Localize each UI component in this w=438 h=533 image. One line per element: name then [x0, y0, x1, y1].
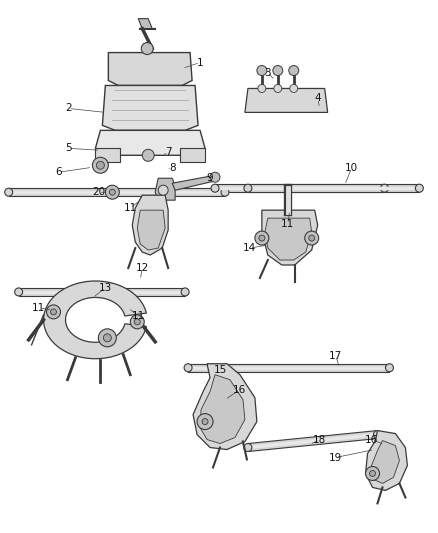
Circle shape — [257, 66, 267, 76]
Text: 9: 9 — [207, 173, 213, 183]
Circle shape — [273, 66, 283, 76]
Text: 3: 3 — [265, 68, 271, 77]
Circle shape — [290, 84, 298, 92]
Text: 17: 17 — [329, 351, 342, 361]
Circle shape — [46, 305, 60, 319]
Polygon shape — [248, 184, 419, 192]
Circle shape — [211, 184, 219, 192]
Circle shape — [381, 184, 389, 192]
Circle shape — [130, 315, 144, 329]
Circle shape — [50, 309, 57, 315]
Circle shape — [244, 184, 252, 192]
Text: 11: 11 — [124, 203, 137, 213]
Text: 14: 14 — [243, 243, 257, 253]
Text: 11: 11 — [281, 219, 294, 229]
Text: 5: 5 — [65, 143, 72, 154]
Polygon shape — [262, 210, 318, 265]
Text: 4: 4 — [314, 93, 321, 103]
Polygon shape — [9, 188, 225, 196]
Circle shape — [103, 334, 111, 342]
Polygon shape — [95, 131, 205, 155]
Circle shape — [309, 235, 314, 241]
Text: 16: 16 — [365, 434, 378, 445]
Polygon shape — [188, 364, 389, 372]
Circle shape — [134, 319, 140, 325]
Polygon shape — [180, 148, 205, 162]
Circle shape — [197, 414, 213, 430]
Circle shape — [385, 364, 393, 372]
Polygon shape — [19, 288, 185, 296]
Circle shape — [370, 471, 375, 477]
Text: 19: 19 — [329, 453, 342, 463]
Circle shape — [258, 84, 266, 92]
Circle shape — [184, 364, 192, 372]
Circle shape — [142, 149, 154, 161]
Polygon shape — [193, 364, 257, 449]
Polygon shape — [44, 281, 146, 359]
Text: 16: 16 — [233, 385, 247, 394]
Text: 15: 15 — [213, 365, 226, 375]
Polygon shape — [265, 218, 312, 260]
Circle shape — [374, 431, 381, 439]
Circle shape — [181, 288, 189, 296]
Circle shape — [141, 43, 153, 54]
Circle shape — [255, 231, 269, 245]
Circle shape — [96, 161, 104, 169]
Circle shape — [14, 288, 23, 296]
Polygon shape — [245, 88, 328, 112]
Polygon shape — [155, 178, 175, 200]
Polygon shape — [137, 210, 165, 250]
Polygon shape — [247, 431, 378, 451]
Circle shape — [92, 157, 108, 173]
Text: 2: 2 — [65, 103, 72, 114]
Polygon shape — [102, 85, 198, 131]
Polygon shape — [95, 148, 120, 162]
Circle shape — [158, 185, 168, 195]
Circle shape — [221, 188, 229, 196]
Polygon shape — [371, 441, 399, 483]
Text: 1: 1 — [197, 58, 203, 68]
Circle shape — [110, 189, 115, 195]
Text: 13: 13 — [99, 283, 112, 293]
Text: 18: 18 — [313, 434, 326, 445]
Circle shape — [289, 66, 299, 76]
Text: 11: 11 — [32, 303, 45, 313]
Text: 7: 7 — [165, 147, 171, 157]
Polygon shape — [215, 184, 385, 192]
Polygon shape — [132, 195, 168, 255]
Polygon shape — [172, 175, 218, 190]
Text: 20: 20 — [92, 187, 105, 197]
Circle shape — [274, 84, 282, 92]
Circle shape — [202, 418, 208, 425]
Circle shape — [5, 188, 13, 196]
Text: 8: 8 — [169, 163, 176, 173]
Circle shape — [210, 172, 220, 182]
Polygon shape — [200, 375, 245, 443]
Circle shape — [366, 466, 379, 480]
Text: 6: 6 — [55, 167, 62, 177]
Text: 12: 12 — [136, 263, 149, 273]
Polygon shape — [138, 19, 152, 29]
Circle shape — [259, 235, 265, 241]
Circle shape — [415, 184, 424, 192]
Polygon shape — [366, 431, 407, 490]
Circle shape — [244, 443, 252, 451]
Text: 11: 11 — [132, 311, 145, 321]
Circle shape — [305, 231, 319, 245]
Polygon shape — [108, 53, 192, 85]
Text: 10: 10 — [345, 163, 358, 173]
Circle shape — [99, 329, 117, 347]
Circle shape — [106, 185, 119, 199]
